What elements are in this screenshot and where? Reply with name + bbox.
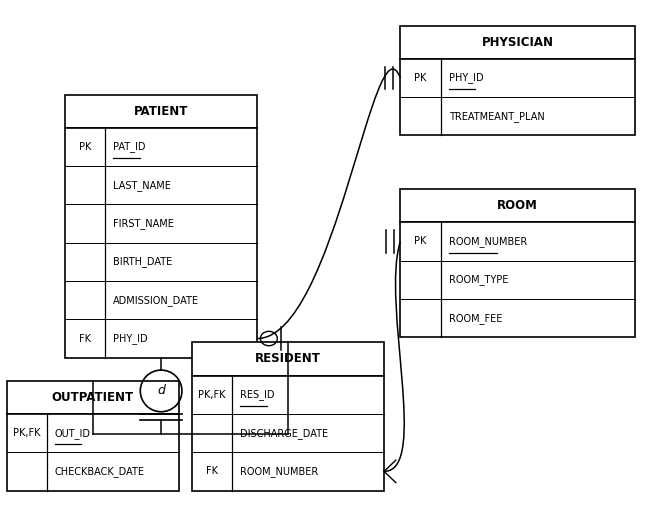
Text: FK: FK bbox=[206, 467, 218, 476]
Text: DISCHARGE_DATE: DISCHARGE_DATE bbox=[240, 428, 328, 438]
Text: FK: FK bbox=[79, 334, 91, 343]
Text: LAST_NAME: LAST_NAME bbox=[113, 180, 171, 191]
Text: FIRST_NAME: FIRST_NAME bbox=[113, 218, 174, 229]
Text: RESIDENT: RESIDENT bbox=[255, 353, 321, 365]
Text: ROOM: ROOM bbox=[497, 199, 538, 212]
Text: RES_ID: RES_ID bbox=[240, 389, 275, 400]
Text: PHY_ID: PHY_ID bbox=[113, 333, 148, 344]
Bar bbox=[7, 414, 179, 491]
Text: TREATMEANT_PLAN: TREATMEANT_PLAN bbox=[449, 111, 544, 122]
Bar bbox=[65, 95, 257, 128]
Text: d: d bbox=[157, 384, 165, 398]
Text: ROOM_FEE: ROOM_FEE bbox=[449, 313, 502, 323]
Text: PAT_ID: PAT_ID bbox=[113, 142, 146, 152]
Bar bbox=[400, 59, 635, 135]
Text: BIRTH_DATE: BIRTH_DATE bbox=[113, 257, 173, 267]
Text: PK,FK: PK,FK bbox=[199, 390, 226, 400]
Bar bbox=[192, 376, 384, 491]
Text: PHY_ID: PHY_ID bbox=[449, 73, 483, 83]
Bar bbox=[192, 342, 384, 376]
Text: PK: PK bbox=[79, 142, 92, 152]
Bar bbox=[400, 189, 635, 222]
Text: PK: PK bbox=[414, 73, 427, 83]
Bar bbox=[7, 381, 179, 414]
Text: CHECKBACK_DATE: CHECKBACK_DATE bbox=[55, 466, 145, 477]
Bar bbox=[400, 222, 635, 337]
Text: ROOM_TYPE: ROOM_TYPE bbox=[449, 274, 508, 285]
Bar bbox=[65, 128, 257, 358]
Text: ROOM_NUMBER: ROOM_NUMBER bbox=[240, 466, 318, 477]
Text: PHYSICIAN: PHYSICIAN bbox=[482, 36, 553, 49]
Text: ROOM_NUMBER: ROOM_NUMBER bbox=[449, 236, 527, 247]
Text: OUT_ID: OUT_ID bbox=[55, 428, 90, 438]
Text: ADMISSION_DATE: ADMISSION_DATE bbox=[113, 295, 199, 306]
Text: PK,FK: PK,FK bbox=[13, 428, 40, 438]
Bar bbox=[400, 26, 635, 59]
Text: OUTPATIENT: OUTPATIENT bbox=[51, 391, 134, 404]
Text: PATIENT: PATIENT bbox=[134, 105, 188, 118]
Text: PK: PK bbox=[414, 237, 427, 246]
